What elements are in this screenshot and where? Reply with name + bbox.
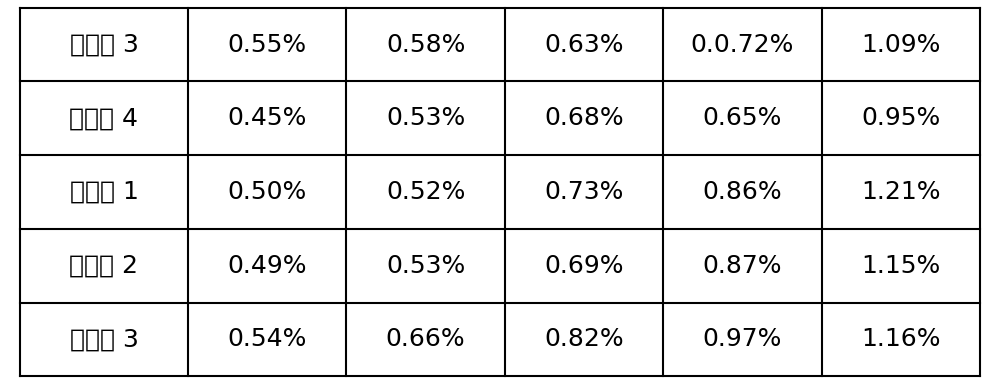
Text: 0.87%: 0.87% [703, 254, 782, 278]
Text: 0.63%: 0.63% [544, 33, 624, 56]
Text: 0.82%: 0.82% [544, 328, 624, 351]
Text: 对比例 3: 对比例 3 [70, 328, 138, 351]
Text: 对比例 2: 对比例 2 [69, 254, 138, 278]
Text: 0.65%: 0.65% [703, 106, 782, 130]
Text: 0.66%: 0.66% [386, 328, 465, 351]
Text: 0.53%: 0.53% [386, 254, 465, 278]
Text: 1.15%: 1.15% [861, 254, 940, 278]
Text: 对比例 1: 对比例 1 [70, 180, 138, 204]
Text: 0.0.72%: 0.0.72% [691, 33, 794, 56]
Text: 0.52%: 0.52% [386, 180, 465, 204]
Text: 0.55%: 0.55% [228, 33, 307, 56]
Text: 实施例 4: 实施例 4 [69, 106, 138, 130]
Text: 实施例 3: 实施例 3 [70, 33, 138, 56]
Text: 0.50%: 0.50% [228, 180, 307, 204]
Text: 0.53%: 0.53% [386, 106, 465, 130]
Text: 0.86%: 0.86% [703, 180, 782, 204]
Text: 0.95%: 0.95% [861, 106, 940, 130]
Text: 0.68%: 0.68% [544, 106, 624, 130]
Text: 0.97%: 0.97% [703, 328, 782, 351]
Text: 1.09%: 1.09% [861, 33, 940, 56]
Text: 1.21%: 1.21% [861, 180, 941, 204]
Text: 0.73%: 0.73% [544, 180, 624, 204]
Text: 0.58%: 0.58% [386, 33, 465, 56]
Text: 1.16%: 1.16% [861, 328, 941, 351]
Text: 0.54%: 0.54% [228, 328, 307, 351]
Text: 0.45%: 0.45% [228, 106, 307, 130]
Text: 0.69%: 0.69% [544, 254, 624, 278]
Text: 0.49%: 0.49% [227, 254, 307, 278]
